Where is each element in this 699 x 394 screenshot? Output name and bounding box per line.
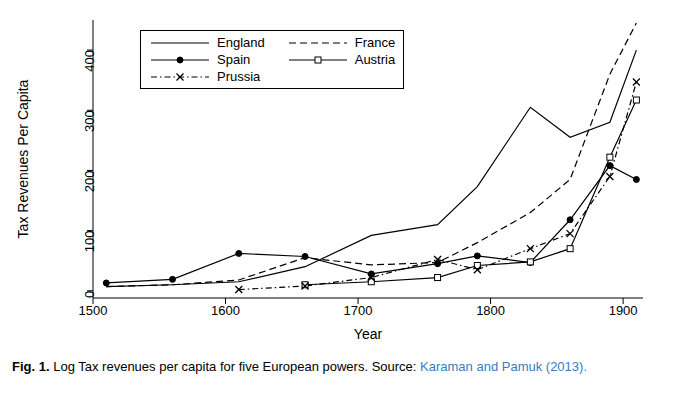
svg-text:1800: 1800 <box>476 303 505 318</box>
html-text:Prussia: Prussia <box>217 69 261 84</box>
svg-text:200: 200 <box>82 170 97 192</box>
html-text:Fig. 1. Log Tax revenues per c: Fig. 1. Log Tax revenues per capita for … <box>12 359 587 374</box>
svg-text:1600: 1600 <box>211 303 240 318</box>
svg-text:400: 400 <box>82 50 97 72</box>
svg-text:Year: Year <box>354 326 383 342</box>
svg-text:1700: 1700 <box>344 303 373 318</box>
svg-text:100: 100 <box>82 231 97 253</box>
svg-text:1500: 1500 <box>79 303 108 318</box>
html-text:Austria: Austria <box>354 52 396 67</box>
html-text:Spain: Spain <box>217 52 251 67</box>
svg-text:0: 0 <box>82 291 97 298</box>
svg-text:Tax Revenues Per Capita: Tax Revenues Per Capita <box>15 79 31 238</box>
html-text:England: England <box>217 35 265 50</box>
html-text:France: France <box>354 35 396 50</box>
svg-text:1900: 1900 <box>609 303 638 318</box>
svg-text:300: 300 <box>82 110 97 132</box>
